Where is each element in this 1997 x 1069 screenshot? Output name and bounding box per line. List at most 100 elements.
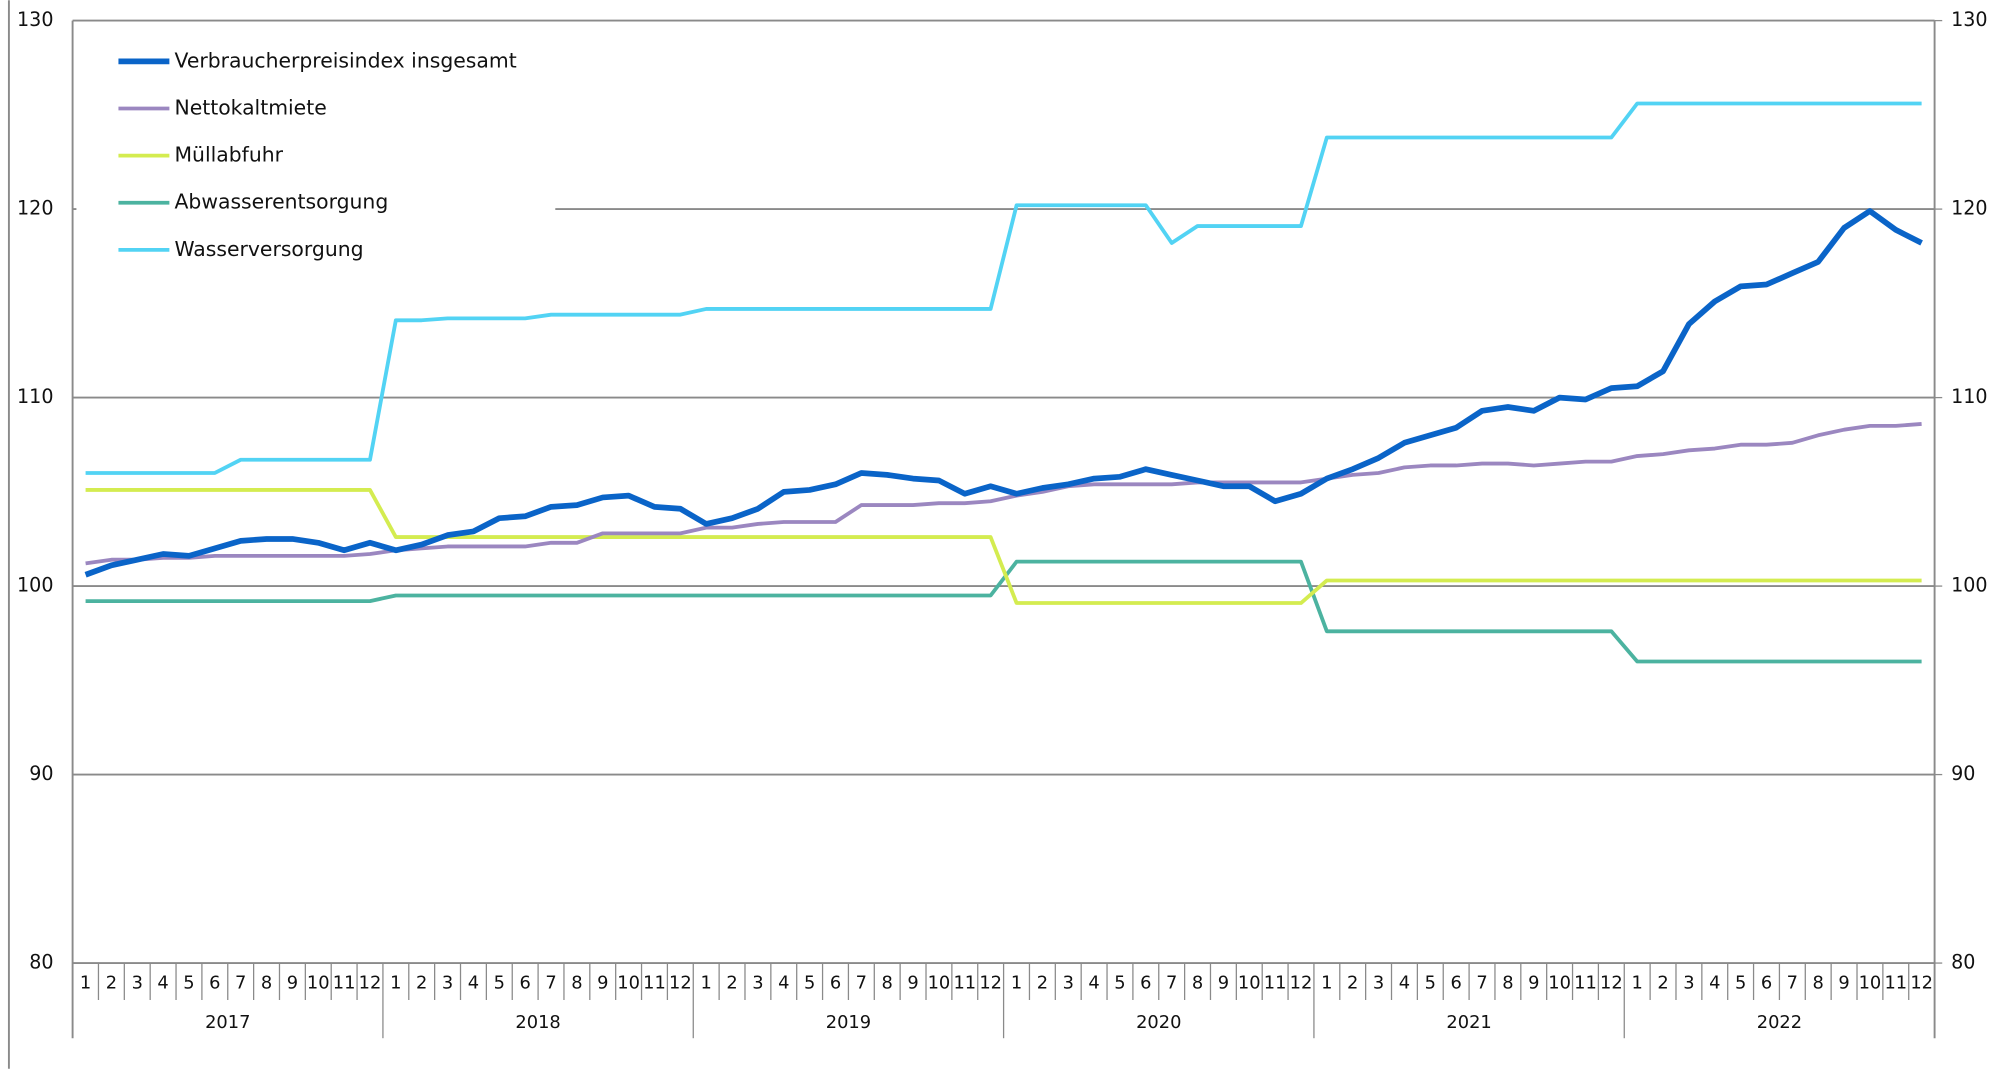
x-tick-label: 12 bbox=[1600, 972, 1623, 993]
x-tick-label: 5 bbox=[183, 972, 194, 993]
x-tick-label: 8 bbox=[261, 972, 272, 993]
x-tick-label: 10 bbox=[928, 972, 951, 993]
x-tick-label: 3 bbox=[132, 972, 143, 993]
x-tick-label: 11 bbox=[1574, 972, 1597, 993]
x-tick-label: 2 bbox=[1037, 972, 1048, 993]
y-tick-label: 120 bbox=[17, 197, 53, 220]
legend-label: Müllabfuhr bbox=[174, 143, 283, 167]
y-tick-label: 110 bbox=[17, 385, 53, 408]
x-tick-label: 7 bbox=[1476, 972, 1487, 993]
x-tick-label: 4 bbox=[778, 972, 789, 993]
x-tick-label: 1 bbox=[390, 972, 401, 993]
legend-label: Wasserversorgung bbox=[174, 237, 363, 261]
x-tick-label: 4 bbox=[1709, 972, 1720, 993]
x-tick-label: 9 bbox=[1528, 972, 1539, 993]
x-tick-label: 12 bbox=[1290, 972, 1313, 993]
x-tick-label: 2 bbox=[1347, 972, 1358, 993]
x-tick-label: 9 bbox=[1218, 972, 1229, 993]
x-tick-label: 8 bbox=[1502, 972, 1513, 993]
x-tick-label: 9 bbox=[907, 972, 918, 993]
x-tick-label: 6 bbox=[519, 972, 530, 993]
x-tick-label: 10 bbox=[1238, 972, 1261, 993]
x-tick-label: 8 bbox=[571, 972, 582, 993]
x-tick-label: 10 bbox=[1548, 972, 1571, 993]
series-line bbox=[84, 208, 1923, 578]
series-line bbox=[85, 488, 1922, 605]
y2-tick-label: 80 bbox=[1951, 951, 1975, 974]
x-tick-label: 3 bbox=[752, 972, 763, 993]
x-tick-label: 6 bbox=[1140, 972, 1151, 993]
x-tick-label: 10 bbox=[1859, 972, 1882, 993]
x-tick-label: 3 bbox=[1373, 972, 1384, 993]
x-tick-label: 1 bbox=[1011, 972, 1022, 993]
year-label: 2019 bbox=[826, 1012, 871, 1033]
x-tick-label: 5 bbox=[1735, 972, 1746, 993]
y-tick-label: 130 bbox=[17, 8, 53, 31]
x-tick-label: 12 bbox=[359, 972, 382, 993]
y2-tick-label: 110 bbox=[1951, 385, 1987, 408]
x-tick-label: 2 bbox=[416, 972, 427, 993]
series-line bbox=[85, 559, 1922, 664]
y-tick-label: 100 bbox=[17, 574, 53, 597]
x-tick-label: 11 bbox=[1884, 972, 1907, 993]
x-tick-label: 11 bbox=[333, 972, 356, 993]
x-tick-label: 3 bbox=[1063, 972, 1074, 993]
legend-label: Verbraucherpreisindex insgesamt bbox=[174, 48, 516, 72]
x-tick-label: 5 bbox=[494, 972, 505, 993]
x-tick-label: 7 bbox=[856, 972, 867, 993]
x-tick-label: 9 bbox=[1838, 972, 1849, 993]
y-tick-label: 90 bbox=[29, 762, 53, 785]
y-tick-label: 80 bbox=[29, 951, 53, 974]
x-tick-label: 9 bbox=[597, 972, 608, 993]
x-tick-label: 2 bbox=[106, 972, 117, 993]
x-tick-label: 8 bbox=[1192, 972, 1203, 993]
y2-tick-label: 90 bbox=[1951, 762, 1975, 785]
x-tick-label: 4 bbox=[1399, 972, 1410, 993]
x-tick-label: 3 bbox=[1683, 972, 1694, 993]
x-tick-label: 6 bbox=[1450, 972, 1461, 993]
x-tick-label: 5 bbox=[1425, 972, 1436, 993]
x-tick-label: 9 bbox=[287, 972, 298, 993]
y2-tick-label: 100 bbox=[1951, 574, 1987, 597]
x-tick-label: 10 bbox=[617, 972, 640, 993]
x-tick-label: 7 bbox=[1787, 972, 1798, 993]
x-tick-label: 11 bbox=[953, 972, 976, 993]
x-tick-label: 1 bbox=[701, 972, 712, 993]
x-tick-label: 8 bbox=[882, 972, 893, 993]
x-tick-label: 8 bbox=[1813, 972, 1824, 993]
year-label: 2018 bbox=[515, 1012, 560, 1033]
legend-label: Nettokaltmiete bbox=[174, 95, 326, 119]
x-tick-label: 1 bbox=[1632, 972, 1643, 993]
x-tick-label: 2 bbox=[1657, 972, 1668, 993]
x-tick-label: 6 bbox=[209, 972, 220, 993]
x-tick-label: 12 bbox=[979, 972, 1002, 993]
x-tick-label: 4 bbox=[157, 972, 168, 993]
x-tick-label: 6 bbox=[830, 972, 841, 993]
x-tick-label: 5 bbox=[1114, 972, 1125, 993]
year-label: 2020 bbox=[1136, 1012, 1181, 1033]
legend-box bbox=[76, 30, 556, 276]
x-tick-label: 1 bbox=[80, 972, 91, 993]
x-tick-label: 2 bbox=[726, 972, 737, 993]
x-tick-label: 4 bbox=[468, 972, 479, 993]
year-label: 2021 bbox=[1446, 1012, 1491, 1033]
x-tick-label: 10 bbox=[307, 972, 330, 993]
x-tick-label: 6 bbox=[1761, 972, 1772, 993]
x-tick-label: 4 bbox=[1088, 972, 1099, 993]
x-tick-label: 11 bbox=[1264, 972, 1287, 993]
x-tick-label: 1 bbox=[1321, 972, 1332, 993]
series-line bbox=[85, 101, 1922, 475]
x-tick-label: 11 bbox=[643, 972, 666, 993]
year-label: 2017 bbox=[205, 1012, 250, 1033]
x-tick-label: 7 bbox=[235, 972, 246, 993]
y2-tick-label: 130 bbox=[1951, 8, 1987, 31]
x-tick-label: 7 bbox=[545, 972, 556, 993]
x-tick-label: 7 bbox=[1166, 972, 1177, 993]
x-tick-label: 12 bbox=[1910, 972, 1933, 993]
x-tick-label: 5 bbox=[804, 972, 815, 993]
y2-tick-label: 120 bbox=[1951, 197, 1987, 220]
legend-label: Abwasserentsorgung bbox=[174, 190, 388, 214]
x-tick-label: 12 bbox=[669, 972, 692, 993]
x-tick-label: 3 bbox=[442, 972, 453, 993]
